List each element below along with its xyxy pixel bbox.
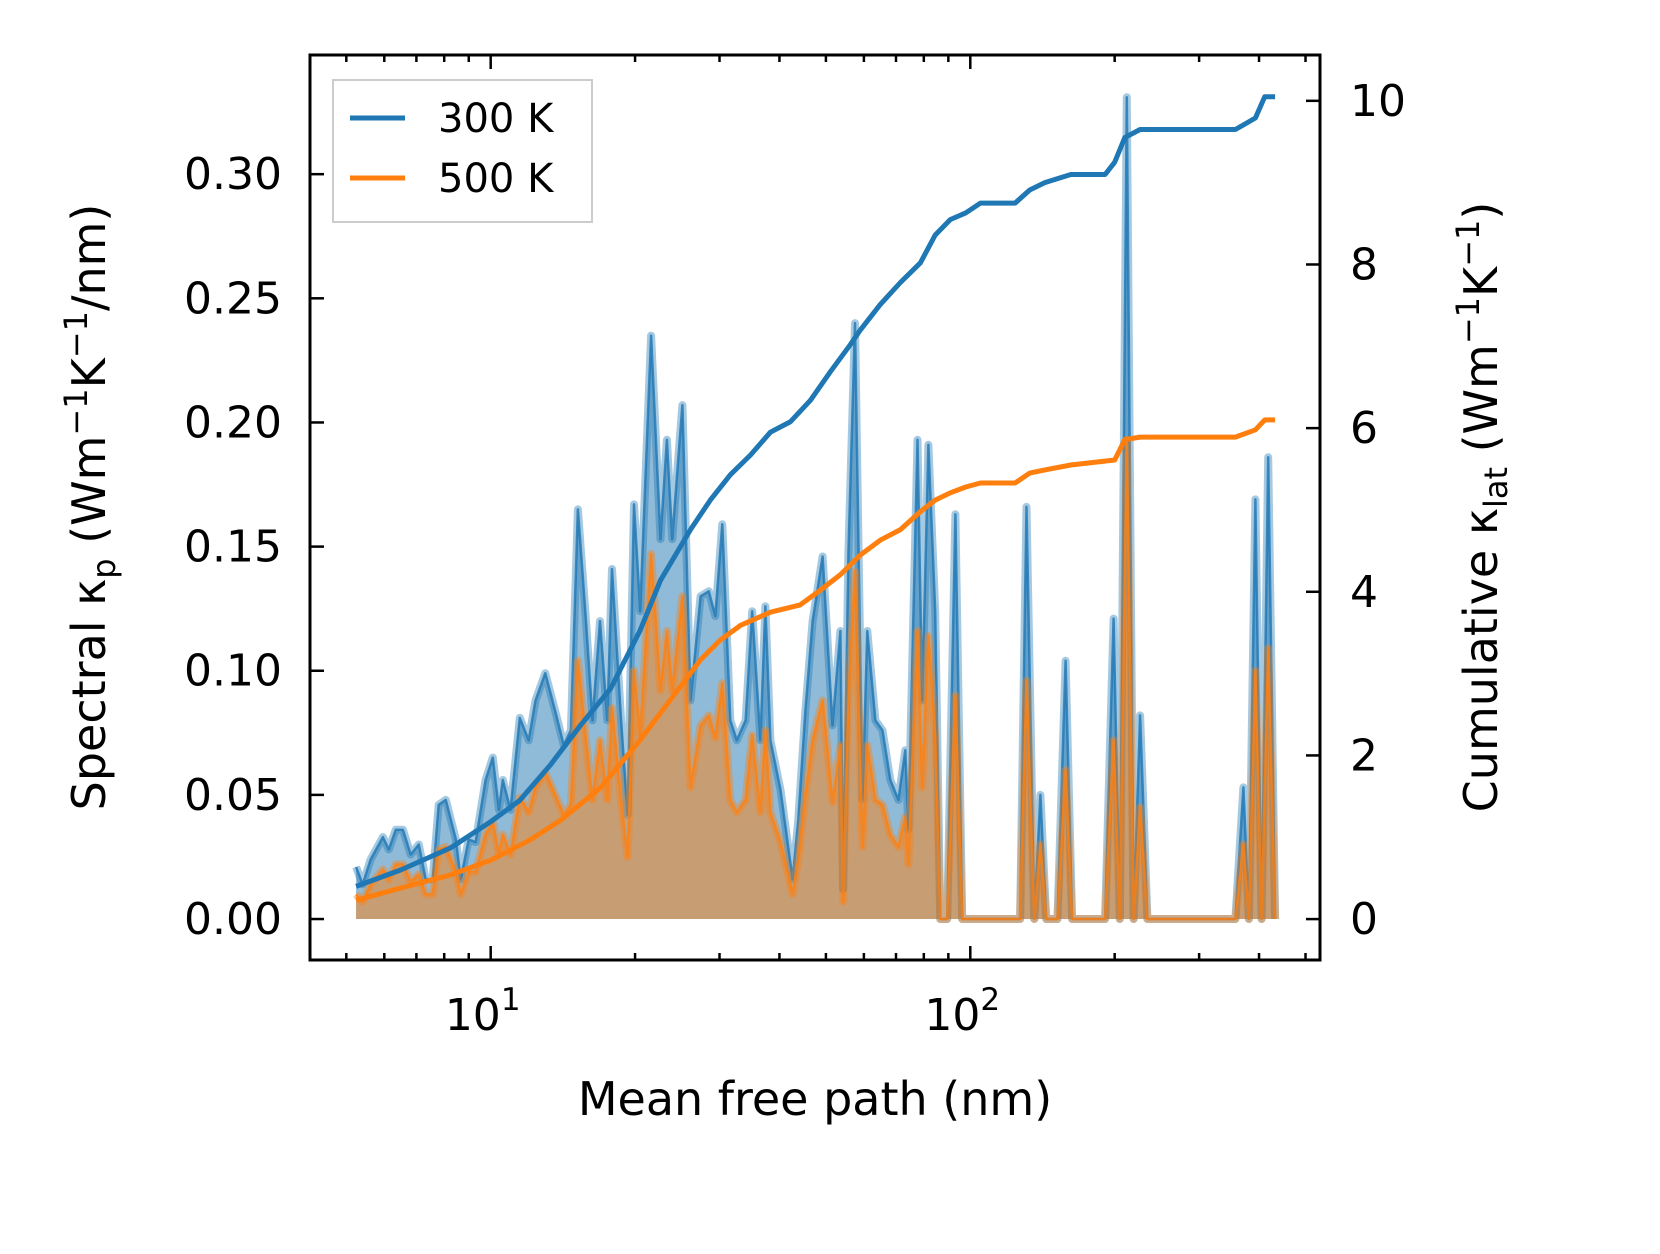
cumulative-line-300k <box>355 94 1276 889</box>
y-tick-label-right: 0 <box>1350 894 1378 945</box>
y-tick-label-right: 6 <box>1350 403 1378 454</box>
y-tick-label-left: 0.10 <box>184 646 282 697</box>
y-axis-label-left: Spectral κp (Wm−1K−1/nm) <box>57 204 123 811</box>
legend-label-500k: 500 K <box>438 156 555 202</box>
legend-box <box>332 79 593 223</box>
y-tick-label-left: 0.15 <box>184 522 282 573</box>
x-tick-label: 101 <box>445 982 521 1041</box>
y-tick-label-right: 4 <box>1350 567 1378 618</box>
axes-frame <box>308 53 1322 962</box>
y-tick-label-right: 2 <box>1350 730 1378 781</box>
cumulative-line-500k <box>355 417 1276 903</box>
ticks: 101 102 0.00 0.05 0.10 0.15 0.20 0.25 0.30 0 2 4 6 8 1… <box>184 55 1406 1041</box>
y-tick-label-right: 8 <box>1350 239 1378 290</box>
legend: 300 K 500 K <box>332 79 593 223</box>
y-tick-label-left: 0.05 <box>184 770 282 821</box>
x-axis-label: Mean free path (nm) <box>578 1072 1052 1126</box>
x-tick-label: 102 <box>924 982 1000 1041</box>
plot-area <box>352 93 1280 923</box>
spectral-fill-300k <box>356 97 1276 920</box>
y-axis-label-right: Cumulative κlat (Wm−1K−1) <box>1449 202 1515 813</box>
y-tick-label-left: 0.30 <box>184 149 282 200</box>
spectral-line-300k <box>354 95 1277 921</box>
legend-label-300k: 300 K <box>438 96 555 142</box>
spectral-line-500k <box>355 438 1277 921</box>
y-tick-label-left: 0.00 <box>184 894 282 945</box>
y-tick-label-left: 0.25 <box>184 273 282 324</box>
y-tick-label-right: 10 <box>1350 76 1406 127</box>
y-tick-label-left: 0.20 <box>184 397 282 448</box>
